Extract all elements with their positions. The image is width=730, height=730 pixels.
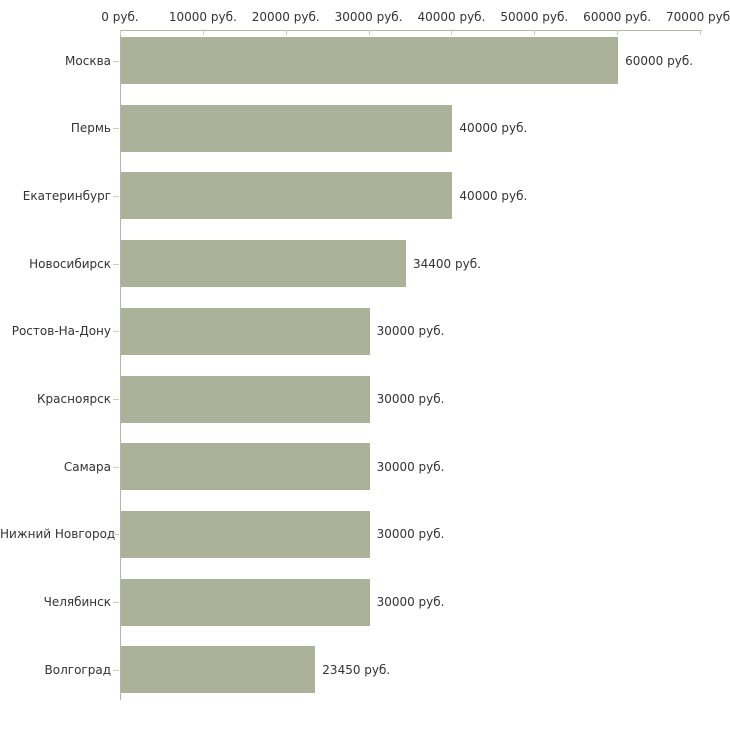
bar-value-label: 30000 руб. <box>376 527 445 542</box>
x-axis-tick <box>700 30 701 35</box>
y-axis-tick <box>113 602 119 603</box>
category-label: Челябинск <box>43 595 111 610</box>
y-axis-tick <box>113 331 119 332</box>
x-axis-tick <box>451 30 453 35</box>
x-axis-tick-label: 0 руб. <box>101 10 139 24</box>
x-axis-tick-label: 20000 руб. <box>251 10 320 24</box>
x-axis-tick <box>202 30 204 35</box>
x-axis-tick-label: 70000 руб. <box>666 10 730 24</box>
bar <box>121 240 407 288</box>
y-axis-tick <box>113 128 119 129</box>
y-axis-tick <box>113 264 119 265</box>
category-label: Самара <box>63 459 111 474</box>
bar <box>121 172 453 220</box>
y-axis-tick <box>113 534 119 535</box>
bar <box>121 37 619 84</box>
y-axis-tick <box>113 196 119 197</box>
bar <box>121 104 453 152</box>
y-axis-tick <box>113 399 119 400</box>
x-axis-tick <box>617 30 619 35</box>
bar <box>121 307 370 355</box>
x-axis-tick-label: 30000 руб. <box>334 10 403 24</box>
y-axis-tick <box>113 61 119 62</box>
category-label: Ростов-На-Дону <box>11 324 111 339</box>
x-axis-tick <box>120 30 121 35</box>
category-label: Пермь <box>70 121 111 136</box>
bar-value-label: 30000 руб. <box>376 324 445 339</box>
bar-value-label: 60000 руб. <box>625 53 694 68</box>
x-axis-line <box>120 30 702 31</box>
bar <box>121 375 370 423</box>
bar-value-label: 34400 руб. <box>413 256 481 271</box>
bar <box>121 646 316 694</box>
x-axis-tick-label: 10000 руб. <box>168 10 237 24</box>
bar-value-label: 30000 руб. <box>376 392 445 406</box>
x-axis-tick <box>534 30 536 35</box>
y-axis-tick <box>113 467 119 468</box>
bar-value-label: 40000 руб. <box>459 121 528 136</box>
y-axis-tick <box>113 670 119 671</box>
category-label: Екатеринбург <box>22 188 111 203</box>
x-axis-tick <box>368 30 370 35</box>
category-label: Москва <box>65 53 111 68</box>
x-axis-tick-label: 60000 руб. <box>583 10 652 24</box>
bar-value-label: 30000 руб. <box>376 459 445 474</box>
x-axis-tick <box>285 30 287 35</box>
category-label: Новосибирск <box>29 256 111 271</box>
bar-value-label: 23450 руб. <box>322 662 391 677</box>
bar-value-label: 40000 руб. <box>459 188 528 203</box>
category-label: Нижний Новгород <box>0 527 116 542</box>
bar <box>121 578 370 626</box>
bar-value-label: 30000 руб. <box>376 595 445 610</box>
category-label: Волгоград <box>44 662 111 677</box>
x-axis-tick-label: 50000 руб. <box>500 10 569 24</box>
x-axis-tick-label: 40000 руб. <box>417 10 486 24</box>
y-axis-line <box>120 30 121 700</box>
category-label: Красноярск <box>37 392 111 406</box>
bar <box>121 510 370 558</box>
bar <box>121 443 370 491</box>
